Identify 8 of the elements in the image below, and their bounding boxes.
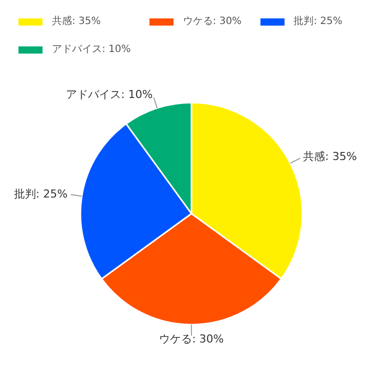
legend-label: アドバイス: 10% — [52, 43, 131, 56]
slice-label: ウケる: 30% — [159, 332, 224, 346]
slice-label: 批判: 25% — [14, 188, 68, 200]
slice-label: アドバイス: 10% — [66, 88, 153, 101]
legend-label: 共感: 35% — [52, 14, 101, 28]
legend-label: 批判: 25% — [294, 14, 342, 28]
legend-label: ウケる: 30% — [182, 15, 242, 28]
slice-label: 共感: 35% — [303, 150, 357, 164]
